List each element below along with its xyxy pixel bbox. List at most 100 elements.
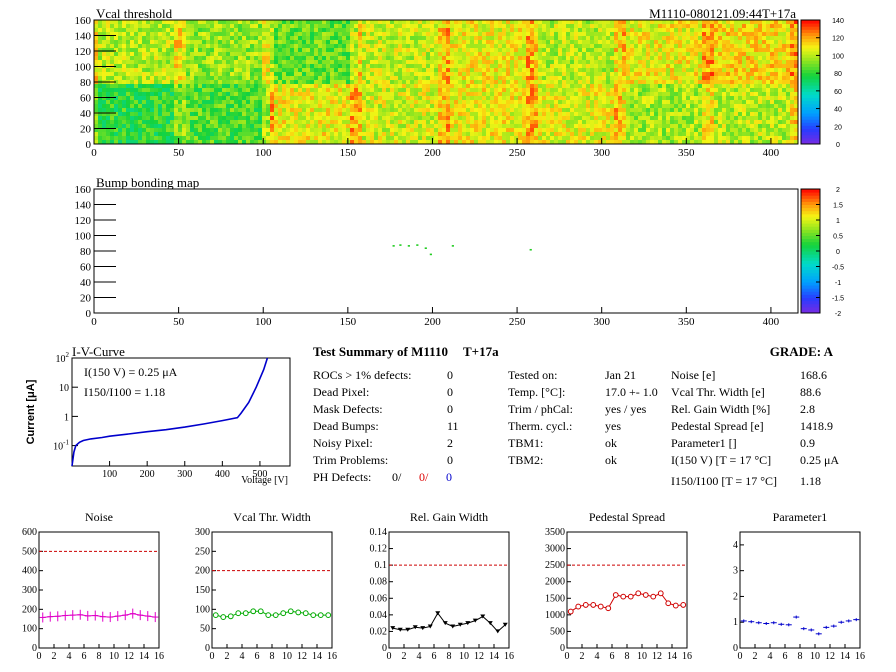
heatmap-cell	[614, 100, 619, 105]
heatmap-cell	[766, 24, 771, 29]
heatmap-cell	[166, 68, 171, 73]
heatmap-cell	[374, 48, 379, 53]
heatmap-cell	[330, 52, 335, 57]
heatmap-cell	[150, 88, 155, 93]
heatmap-cell	[534, 56, 539, 61]
heatmap-cell	[318, 24, 323, 29]
heatmap-cell	[690, 48, 695, 53]
heatmap-cell	[618, 76, 623, 81]
heatmap-cell	[662, 76, 667, 81]
heatmap-cell	[170, 96, 175, 101]
heatmap-cell	[170, 32, 175, 37]
heatmap-cell	[554, 68, 559, 73]
heatmap-cell	[510, 44, 515, 49]
heatmap-cell	[546, 120, 551, 125]
heatmap-cell	[334, 132, 339, 137]
heatmap-cell	[558, 112, 563, 117]
heatmap-cell	[750, 100, 755, 105]
heatmap-cell	[714, 48, 719, 53]
heatmap-cell	[586, 92, 591, 97]
heatmap-cell	[450, 56, 455, 61]
heatmap-cell	[706, 68, 711, 73]
heatmap-cell	[494, 100, 499, 105]
heatmap-cell	[622, 24, 627, 29]
heatmap-cell	[194, 72, 199, 77]
heatmap-cell	[234, 64, 239, 69]
heatmap-cell	[694, 36, 699, 41]
heatmap-cell	[734, 120, 739, 125]
heatmap-cell	[762, 56, 767, 61]
heatmap-cell	[582, 48, 587, 53]
heatmap-cell	[730, 64, 735, 69]
heatmap-cell	[226, 76, 231, 81]
heatmap-cell	[110, 132, 115, 137]
heatmap-cell	[122, 108, 127, 113]
heatmap-cell	[378, 84, 383, 89]
heatmap-cell	[682, 96, 687, 101]
heatmap-cell	[238, 32, 243, 37]
heatmap-cell	[226, 84, 231, 89]
heatmap-cell	[654, 100, 659, 105]
heatmap-cell	[162, 64, 167, 69]
heatmap-cell	[594, 68, 599, 73]
heatmap-cell	[198, 60, 203, 65]
heatmap-cell	[614, 44, 619, 49]
heatmap-cell	[534, 28, 539, 33]
heatmap-cell	[122, 92, 127, 97]
heatmap-cell	[214, 56, 219, 61]
heatmap-cell	[198, 36, 203, 41]
heatmap-cell	[222, 44, 227, 49]
heatmap-cell	[578, 104, 583, 109]
heatmap-cell	[670, 24, 675, 29]
heatmap-cell	[94, 48, 99, 53]
heatmap-cell	[602, 24, 607, 29]
heatmap-cell	[522, 28, 527, 33]
heatmap-cell	[438, 20, 443, 25]
heatmap-cell	[766, 68, 771, 73]
heatmap-cell	[402, 124, 407, 129]
heatmap-cell	[174, 20, 179, 25]
heatmap-cell	[734, 68, 739, 73]
heatmap-cell	[106, 96, 111, 101]
heatmap-cell	[654, 116, 659, 121]
heatmap-cell	[166, 72, 171, 77]
heatmap-cell	[254, 68, 259, 73]
heatmap-cell	[758, 128, 763, 133]
heatmap-cell	[362, 52, 367, 57]
heatmap-cell	[230, 40, 235, 45]
heatmap-cell	[530, 128, 535, 133]
heatmap-cell	[394, 56, 399, 61]
heatmap-cell	[646, 48, 651, 53]
heatmap-cell	[298, 44, 303, 49]
heatmap-cell	[526, 100, 531, 105]
heatmap-cell	[306, 56, 311, 61]
heatmap-cell	[538, 20, 543, 25]
heatmap-cell	[678, 40, 683, 45]
heatmap-cell	[162, 40, 167, 45]
heatmap-cell	[110, 48, 115, 53]
heatmap-cell	[494, 40, 499, 45]
heatmap-cell	[606, 48, 611, 53]
heatmap-cell	[246, 28, 251, 33]
heatmap-cell	[446, 32, 451, 37]
heatmap-cell	[158, 132, 163, 137]
heatmap-cell	[538, 76, 543, 81]
heatmap-cell	[554, 76, 559, 81]
heatmap-cell	[374, 128, 379, 133]
heatmap-cell	[758, 20, 763, 25]
heatmap-cell	[426, 108, 431, 113]
heatmap-cell	[366, 108, 371, 113]
heatmap-cell	[470, 72, 475, 77]
heatmap-cell	[230, 84, 235, 89]
heatmap-cell	[126, 128, 131, 133]
heatmap-cell	[306, 32, 311, 37]
heatmap-cell	[774, 48, 779, 53]
heatmap-cell	[378, 20, 383, 25]
heatmap-cell	[226, 72, 231, 77]
heatmap-cell	[114, 92, 119, 97]
heatmap-cell	[626, 92, 631, 97]
heatmap-cell	[118, 88, 123, 93]
heatmap-cell	[678, 128, 683, 133]
heatmap-cell	[242, 132, 247, 137]
